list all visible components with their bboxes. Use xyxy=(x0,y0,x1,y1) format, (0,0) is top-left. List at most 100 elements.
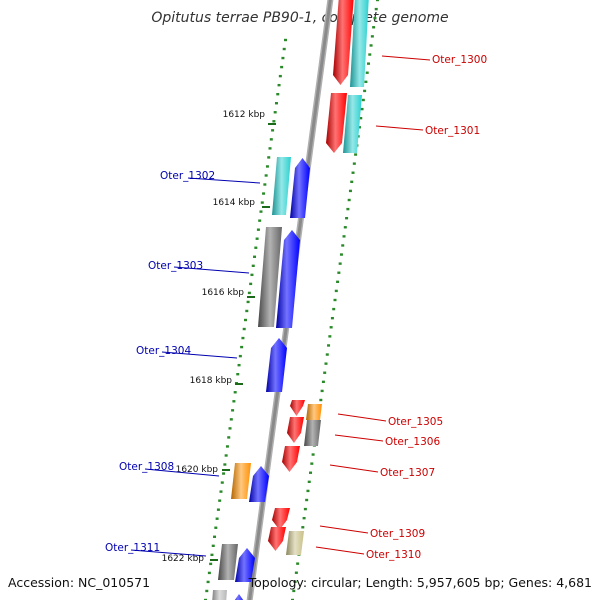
gene-label-leader xyxy=(329,464,379,473)
gene-block-cyan xyxy=(272,157,291,215)
ruler-dot xyxy=(236,372,240,376)
ruler-dot xyxy=(216,508,220,511)
ruler-dot xyxy=(368,53,372,56)
ruler-dot xyxy=(232,400,236,403)
ruler-dot xyxy=(319,398,323,402)
ruler-dot xyxy=(302,516,306,520)
gene-block-gray xyxy=(304,420,321,446)
gene-label-oter-1309[interactable]: Oter_1309 xyxy=(370,528,425,540)
gene-block-gray xyxy=(218,544,238,580)
ruler-dot xyxy=(366,62,370,65)
gene-block-blue xyxy=(235,548,255,582)
ruler-dot xyxy=(337,271,341,274)
ruler-dot xyxy=(272,120,276,123)
ruler-dot xyxy=(376,0,379,2)
ruler-dot xyxy=(306,489,310,493)
gene-label-oter-1307[interactable]: Oter_1307 xyxy=(380,467,435,479)
ruler-dot xyxy=(284,38,287,42)
ruler-dot xyxy=(223,463,227,466)
gene-label-oter-1305[interactable]: Oter_1305 xyxy=(388,416,443,428)
ruler-dot xyxy=(260,201,264,204)
gene-block-red xyxy=(268,527,286,551)
gene-label-oter-1308[interactable]: Oter_1308 xyxy=(119,461,174,473)
gene-label-oter-1300[interactable]: Oter_1300 xyxy=(432,54,487,66)
ruler-dot xyxy=(259,210,263,213)
gene-label-leader xyxy=(315,546,365,555)
ruler-dot xyxy=(273,111,277,114)
gene-label-oter-1310[interactable]: Oter_1310 xyxy=(366,549,421,561)
ruler-dot xyxy=(244,318,247,322)
kbp-label: 1616 kbp xyxy=(202,288,245,298)
ruler-dot xyxy=(354,153,358,156)
ruler-dot xyxy=(363,89,367,93)
gene-label-leader xyxy=(161,351,238,359)
kbp-label: 1620 kbp xyxy=(176,465,219,475)
ruler-dot xyxy=(348,189,352,193)
ruler-dot xyxy=(231,409,235,412)
gene-block-red xyxy=(287,417,304,443)
ruler-dot xyxy=(276,92,280,96)
gene-label-oter-1302[interactable]: Oter_1302 xyxy=(160,170,215,182)
gene-label-leader xyxy=(144,468,220,477)
kbp-label: 1618 kbp xyxy=(190,376,233,386)
kbp-label: 1614 kbp xyxy=(213,198,256,208)
ruler-dot xyxy=(274,102,278,105)
ruler-dot xyxy=(268,147,272,150)
gene-label-oter-1303[interactable]: Oter_1303 xyxy=(148,260,203,272)
ruler-dot xyxy=(264,174,268,177)
ruler-dot xyxy=(281,56,285,60)
ruler-dot xyxy=(204,598,207,600)
ruler-dot xyxy=(229,418,233,421)
ruler-dot xyxy=(334,289,338,293)
gene-block-red xyxy=(333,0,354,85)
gene-block-gray xyxy=(258,227,282,327)
ruler-dot xyxy=(333,298,337,302)
ruler-dot xyxy=(328,335,332,338)
ruler-dot xyxy=(206,580,210,584)
ruler-dot xyxy=(250,273,254,277)
gene-label-leader xyxy=(381,55,431,61)
ruler-dot xyxy=(327,344,331,347)
gene-block-lightgray xyxy=(212,590,227,600)
gene-label-leader xyxy=(173,266,250,274)
ruler-dot xyxy=(307,480,311,484)
gene-label-leader xyxy=(319,525,369,534)
ruler-dot xyxy=(262,192,266,195)
gene-block-blue xyxy=(249,466,269,502)
ruler-dot xyxy=(207,571,211,575)
accession-text: Accession: NC_010571 xyxy=(8,575,151,590)
gene-label-leader xyxy=(334,434,384,442)
gene-block-blue xyxy=(234,594,244,600)
gene-label-leader xyxy=(187,177,261,184)
gene-block-cyan xyxy=(343,95,362,153)
ruler-dot xyxy=(228,427,232,430)
ruler-dot xyxy=(369,44,373,47)
ruler-dot xyxy=(346,207,350,211)
gene-label-leader xyxy=(130,549,207,557)
ruler-dot xyxy=(225,445,229,448)
ruler-dot xyxy=(291,598,294,600)
ruler-dot xyxy=(242,327,246,331)
ruler-dot xyxy=(370,35,374,38)
ruler-dot xyxy=(321,380,325,384)
ruler-dot xyxy=(311,453,315,456)
gene-label-oter-1306[interactable]: Oter_1306 xyxy=(385,436,440,448)
ruler-dot xyxy=(282,47,286,51)
gene-label-oter-1311[interactable]: Oter_1311 xyxy=(105,542,160,554)
ruler-dot xyxy=(256,228,260,231)
ruler-dot xyxy=(338,262,342,265)
ruler-dot xyxy=(323,371,327,374)
gene-block-red xyxy=(282,446,300,472)
gene-label-oter-1301[interactable]: Oter_1301 xyxy=(425,125,480,137)
ruler-dot xyxy=(241,336,245,340)
kbp-label: 1622 kbp xyxy=(162,554,205,564)
ruler-dot xyxy=(374,7,378,11)
ruler-dot xyxy=(325,353,329,356)
ruler-dot xyxy=(301,526,305,529)
genome-summary-text: Topology: circular; Length: 5,957,605 bp… xyxy=(248,575,592,590)
gene-block-cyan xyxy=(350,0,369,87)
ruler-dot xyxy=(237,363,241,367)
gene-label-oter-1304[interactable]: Oter_1304 xyxy=(136,345,191,357)
